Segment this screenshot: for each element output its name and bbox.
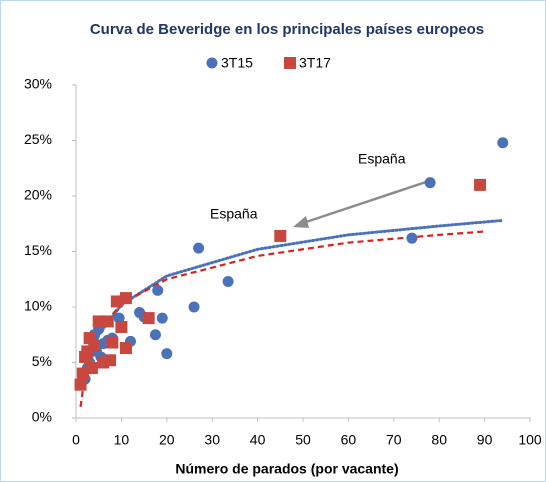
- y-tick-label: 10%: [24, 298, 52, 314]
- x-tick-label: 80: [431, 432, 447, 448]
- point: [152, 284, 164, 296]
- x-tick-label: 70: [386, 432, 402, 448]
- point: [274, 229, 287, 242]
- x-tick-label: 90: [477, 432, 493, 448]
- x-tick-label: 20: [159, 432, 175, 448]
- point: [104, 354, 117, 367]
- point: [101, 315, 114, 328]
- point: [92, 315, 105, 328]
- point: [81, 345, 94, 358]
- point: [149, 329, 161, 341]
- y-tick-label: 20%: [24, 187, 52, 203]
- legend-label: 3T17: [299, 55, 331, 71]
- point: [106, 336, 119, 349]
- legend-swatch: [206, 57, 218, 69]
- point: [119, 342, 132, 355]
- point: [193, 242, 205, 254]
- x-axis-label: Número de parados (por vacante): [175, 461, 398, 477]
- point: [115, 320, 128, 333]
- annotation: España: [210, 206, 258, 222]
- y-tick-label: 25%: [24, 131, 52, 147]
- point: [497, 137, 509, 149]
- x-tick-label: 100: [518, 432, 542, 448]
- point: [188, 301, 200, 313]
- point: [474, 178, 487, 191]
- annotation: España: [358, 151, 406, 167]
- y-tick-label: 15%: [24, 242, 52, 258]
- arrow-head: [293, 216, 309, 228]
- point: [142, 312, 155, 325]
- point: [222, 275, 234, 287]
- legend-label: 3T15: [221, 55, 253, 71]
- x-tick-label: 10: [114, 432, 130, 448]
- y-tick-label: 30%: [24, 76, 52, 92]
- point: [110, 295, 123, 308]
- point: [424, 177, 436, 189]
- x-tick-label: 0: [72, 432, 80, 448]
- point: [97, 338, 109, 350]
- x-tick-label: 40: [250, 432, 266, 448]
- x-tick-label: 60: [341, 432, 357, 448]
- point: [161, 348, 173, 360]
- arrow-line: [302, 178, 433, 225]
- y-tick-label: 5%: [32, 353, 52, 369]
- point: [113, 312, 125, 324]
- point: [85, 362, 98, 375]
- point: [76, 367, 89, 380]
- legend-swatch: [284, 57, 296, 69]
- point: [156, 312, 168, 324]
- point: [406, 232, 418, 244]
- point: [74, 378, 87, 391]
- x-tick-label: 30: [204, 432, 220, 448]
- x-tick-label: 50: [295, 432, 311, 448]
- point: [119, 292, 132, 305]
- chart-title: Curva de Beveridge en los principales pa…: [90, 21, 484, 38]
- y-tick-label: 0%: [32, 409, 52, 425]
